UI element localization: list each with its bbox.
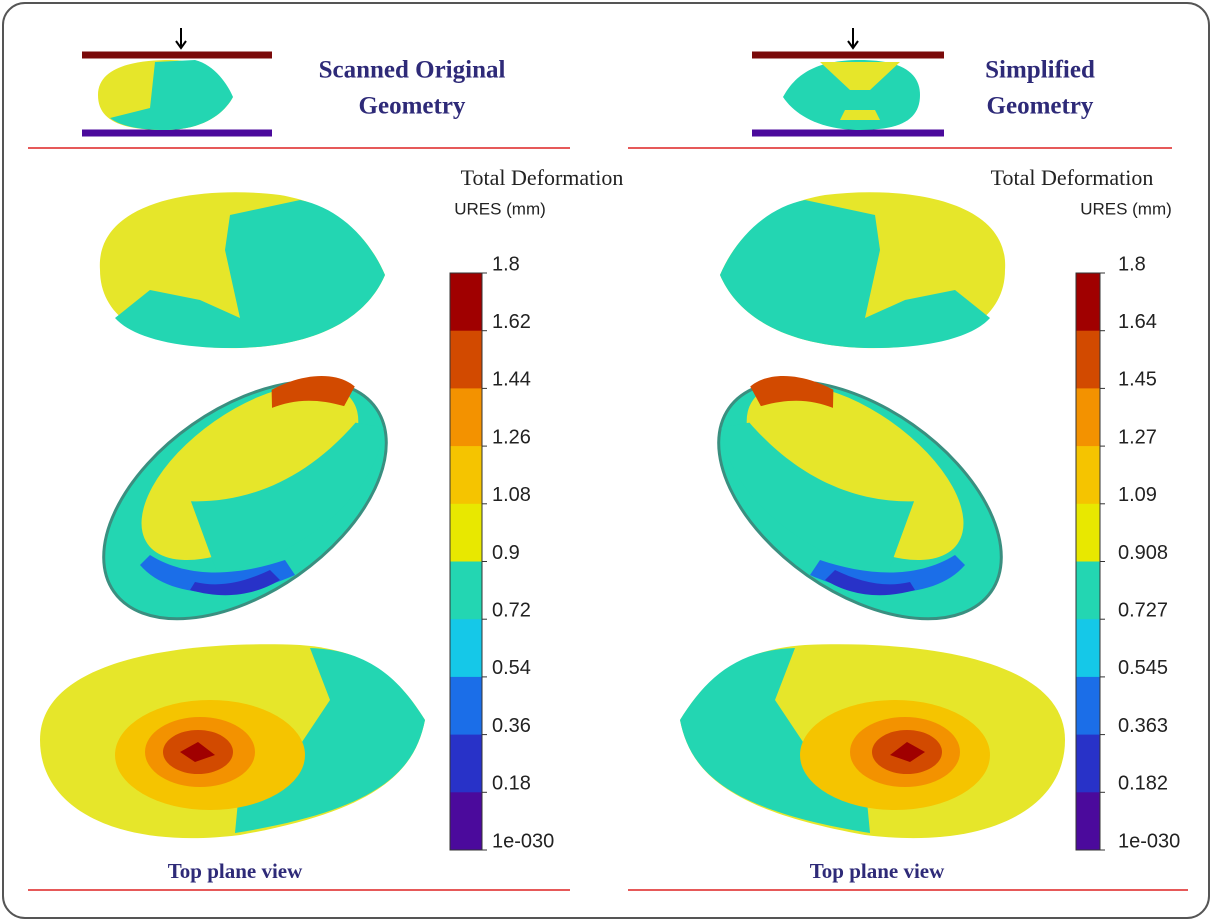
tick-label: 1.8 xyxy=(492,253,520,275)
tick-label: 1e-030 xyxy=(1118,830,1180,852)
colorbar-segment xyxy=(450,619,482,677)
colorbar-segment xyxy=(1076,388,1100,446)
colorbar-segment xyxy=(450,331,482,389)
tick-label: 0.18 xyxy=(492,773,531,795)
colorbar-segment xyxy=(1076,562,1100,620)
tick-label: 1.08 xyxy=(492,484,531,506)
caption: Top plane view xyxy=(168,859,303,883)
tick-label: 1e-030 xyxy=(492,830,554,852)
tick-label: 0.182 xyxy=(1118,773,1168,795)
colorbar-segment xyxy=(450,273,482,331)
tick-label: 0.9 xyxy=(492,542,520,564)
tick-label: 0.908 xyxy=(1118,542,1168,564)
colorbar-segment xyxy=(1076,446,1100,504)
tick-label: 1.8 xyxy=(1118,253,1146,275)
caption: Top plane view xyxy=(810,859,945,883)
tick-label: 0.363 xyxy=(1118,715,1168,737)
colorbar-segment xyxy=(450,562,482,620)
colorbar-segment xyxy=(1076,504,1100,562)
colorbar-segment xyxy=(450,677,482,735)
panel-title: Simplified xyxy=(985,57,1095,84)
colorbar-segment xyxy=(1076,619,1100,677)
colorbar-segment xyxy=(1076,273,1100,331)
tick-label: 1.64 xyxy=(1118,311,1157,333)
tick-label: 0.727 xyxy=(1118,599,1168,621)
figure: Scanned Original Geometry Total Deformatio… xyxy=(0,0,1212,921)
tick-label: 1.26 xyxy=(492,426,531,448)
legend-title: Total Deformation xyxy=(991,165,1154,190)
panel-title: Geometry xyxy=(359,93,466,120)
tick-label: 0.36 xyxy=(492,715,531,737)
legend-title: Total Deformation xyxy=(461,165,624,190)
figure-canvas: Scanned Original Geometry Total Deformatio… xyxy=(0,0,1212,921)
tick-label: 1.45 xyxy=(1118,369,1157,391)
colorbar-segment xyxy=(1076,792,1100,850)
tick-label: 0.545 xyxy=(1118,657,1168,679)
tick-label: 1.27 xyxy=(1118,426,1157,448)
colorbar-segment xyxy=(1076,331,1100,389)
colorbar-segment xyxy=(450,735,482,793)
colorbar-segment xyxy=(450,792,482,850)
tick-label: 1.44 xyxy=(492,369,531,391)
colorbar-segment xyxy=(450,388,482,446)
tick-label: 1.62 xyxy=(492,311,531,333)
tick-label: 0.72 xyxy=(492,599,531,621)
tick-label: 0.54 xyxy=(492,657,531,679)
colorbar-segment xyxy=(1076,735,1100,793)
panel-title: Geometry xyxy=(987,93,1094,120)
legend-unit: URES (mm) xyxy=(454,199,546,218)
colorbar-segment xyxy=(1076,677,1100,735)
tick-label: 1.09 xyxy=(1118,484,1157,506)
legend-unit: URES (mm) xyxy=(1080,199,1172,218)
panel-title: Scanned Original xyxy=(319,57,506,84)
colorbar-segment xyxy=(450,446,482,504)
colorbar-segment xyxy=(450,504,482,562)
